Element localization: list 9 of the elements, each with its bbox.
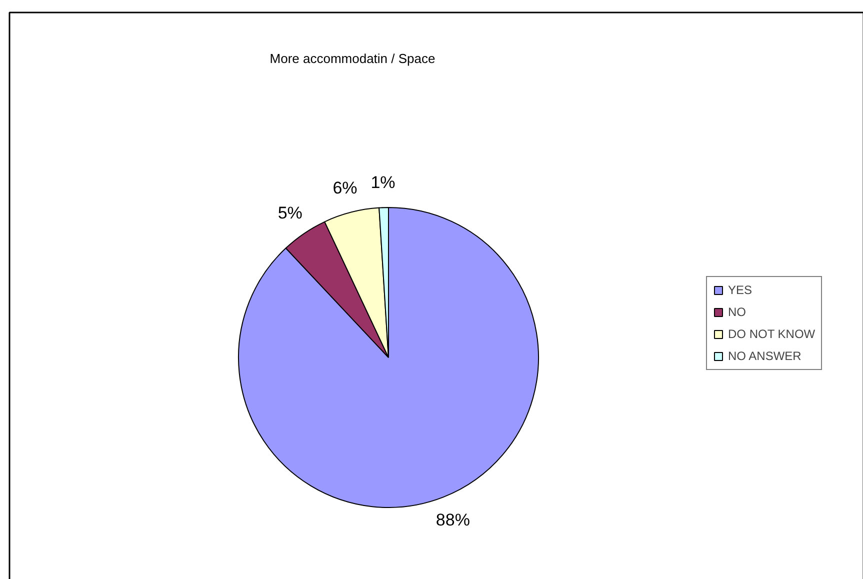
legend-label: YES xyxy=(728,283,752,297)
data-label: 88% xyxy=(436,510,470,530)
data-label: 6% xyxy=(332,178,358,198)
legend-label: NO ANSWER xyxy=(728,349,802,363)
chart-title: More accommodatin / Space xyxy=(270,51,436,66)
data-label: 5% xyxy=(278,203,302,222)
data-label: 1% xyxy=(370,173,396,192)
legend-label: NO xyxy=(728,305,747,319)
legend-label: DO NOT KNOW xyxy=(728,327,816,341)
